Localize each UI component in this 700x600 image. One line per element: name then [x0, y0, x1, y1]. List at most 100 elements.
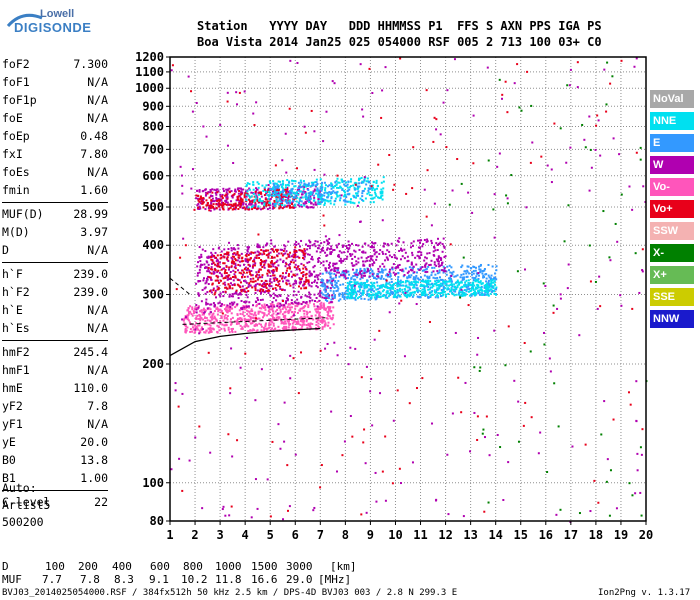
echo-point — [407, 276, 410, 279]
echo-point — [423, 259, 426, 262]
echo-point — [273, 184, 276, 187]
echo-point — [395, 257, 398, 260]
echo-point — [223, 267, 226, 270]
echo-point — [315, 318, 318, 321]
echo-point — [251, 316, 254, 319]
echo-point — [208, 307, 211, 310]
echo-point — [349, 284, 352, 287]
echo-point — [240, 192, 243, 195]
echo-point — [343, 183, 346, 186]
echo-point — [225, 286, 228, 289]
echo-point — [470, 294, 473, 297]
echo-point — [631, 307, 634, 310]
param-row: hmF1 N/A — [2, 363, 108, 381]
footer-muf-value: 9.1 — [149, 573, 169, 586]
echo-point — [292, 327, 295, 330]
echo-point — [302, 188, 305, 191]
echo-point — [247, 310, 250, 313]
echo-point — [307, 316, 310, 319]
echo-point — [321, 272, 324, 275]
echo-point — [244, 203, 247, 206]
echo-point — [201, 263, 204, 266]
echo-point — [259, 299, 262, 302]
echo-point — [267, 191, 270, 194]
echo-point — [260, 260, 263, 263]
echo-point — [381, 262, 384, 265]
echo-point — [276, 312, 279, 315]
echo-point — [208, 256, 211, 259]
echo-point — [460, 411, 463, 414]
echo-point — [225, 265, 228, 268]
echo-point — [297, 203, 300, 206]
echo-point — [317, 201, 320, 204]
echo-point — [369, 294, 372, 297]
echo-point — [283, 204, 286, 207]
echo-point — [419, 290, 422, 293]
echo-point — [232, 248, 235, 251]
echo-point — [301, 249, 304, 252]
echo-point — [354, 278, 357, 281]
echo-point — [411, 244, 414, 247]
echo-point — [304, 316, 307, 319]
echo-point — [405, 279, 408, 282]
echo-point — [421, 292, 424, 295]
echo-point — [238, 271, 241, 274]
echo-point — [316, 183, 319, 186]
echo-point — [308, 301, 311, 304]
echo-point — [635, 419, 638, 422]
echo-point — [281, 190, 284, 193]
x-tick-label: 18 — [589, 528, 603, 542]
echo-point — [303, 315, 306, 318]
echo-point — [292, 302, 295, 305]
echo-point — [272, 310, 275, 313]
echo-point — [462, 278, 465, 281]
echo-point — [559, 293, 562, 296]
echo-point — [426, 270, 429, 273]
echo-point — [245, 252, 248, 255]
echo-point — [232, 208, 235, 211]
echo-point — [289, 377, 292, 380]
echo-point — [209, 451, 212, 454]
echo-point — [228, 285, 231, 288]
echo-point — [465, 293, 468, 296]
echo-point — [205, 193, 208, 196]
echo-point — [246, 246, 249, 249]
echo-point — [351, 268, 354, 271]
echo-point — [474, 269, 477, 272]
echo-point — [445, 284, 448, 287]
echo-point — [299, 309, 302, 312]
echo-point — [478, 291, 481, 294]
echo-point — [361, 276, 364, 279]
echo-point — [406, 271, 409, 274]
echo-point — [469, 450, 472, 453]
echo-point — [243, 267, 246, 270]
echo-point — [418, 268, 421, 271]
echo-point — [267, 256, 270, 259]
echo-point — [239, 198, 242, 201]
echo-point — [248, 258, 251, 261]
echo-point — [427, 296, 430, 299]
param-name: yF2 — [2, 399, 23, 413]
echo-point — [384, 242, 387, 245]
echo-point — [365, 365, 368, 368]
echo-point — [444, 282, 447, 285]
echo-point — [226, 311, 229, 314]
echo-point — [255, 187, 258, 190]
echo-point — [242, 203, 245, 206]
echo-point — [344, 286, 347, 289]
echo-point — [434, 291, 437, 294]
echo-point — [199, 207, 202, 210]
echo-point — [362, 291, 365, 294]
echo-point — [483, 269, 486, 272]
echo-point — [267, 265, 270, 268]
echo-point — [380, 277, 383, 280]
echo-point — [328, 294, 331, 297]
echo-point — [454, 275, 457, 278]
echo-point — [326, 306, 329, 309]
echo-point — [480, 293, 483, 296]
echo-point — [263, 186, 266, 189]
echo-point — [436, 260, 439, 263]
echo-point — [468, 272, 471, 275]
echo-point — [449, 283, 452, 286]
echo-point — [283, 322, 286, 325]
